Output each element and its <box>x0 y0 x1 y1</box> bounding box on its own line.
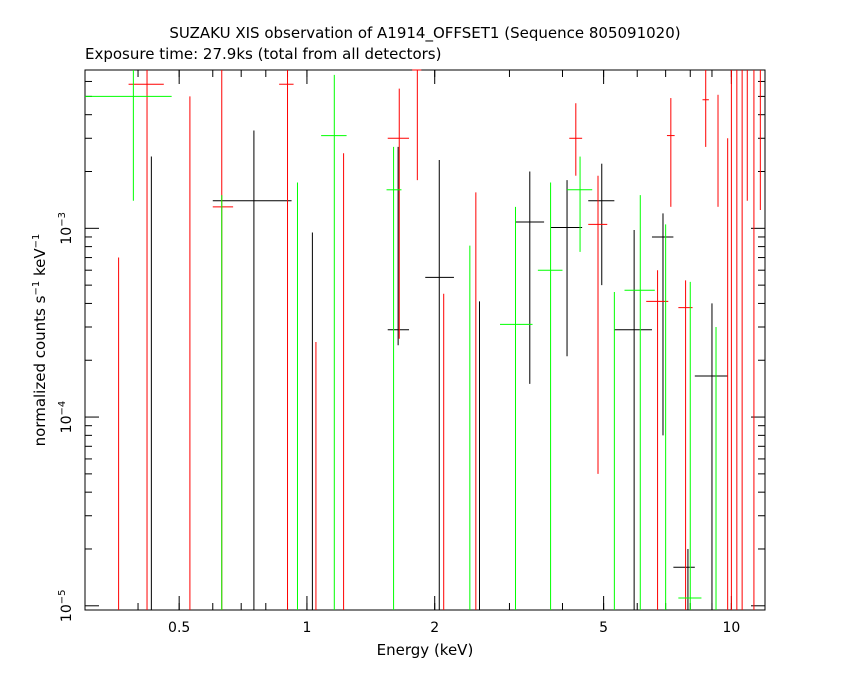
series-2 <box>85 70 717 610</box>
plot-area <box>84 69 766 611</box>
series-1 <box>118 69 761 610</box>
y-axis-label: normalized counts s−1 keV−1 <box>31 234 49 447</box>
x-tick-label: 0.5 <box>168 620 190 636</box>
y-axis-label-exp-1: −1 <box>31 281 42 296</box>
y-tick-label: 10−3 <box>57 212 75 245</box>
x-axis-label: Energy (keV) <box>377 641 474 659</box>
x-tick-label: 10 <box>722 620 740 636</box>
x-tick-label: 1 <box>302 620 311 636</box>
chart-title: SUZAKU XIS observation of A1914_OFFSET1 … <box>169 24 680 43</box>
chart-subtitle: Exposure time: 27.9ks (total from all de… <box>85 45 441 63</box>
y-tick-label: 10−4 <box>57 401 75 434</box>
plot-border <box>84 69 766 611</box>
y-axis-label-main: normalized counts s <box>31 295 49 446</box>
y-tick-label: 10−5 <box>57 590 75 623</box>
y-axis-label-mid: keV <box>31 248 49 281</box>
data-series <box>85 69 761 610</box>
x-tick-label: 5 <box>599 620 608 636</box>
y-axis-label-exp-2: −1 <box>31 234 42 249</box>
x-tick-label: 2 <box>430 620 439 636</box>
series-0 <box>150 130 728 610</box>
